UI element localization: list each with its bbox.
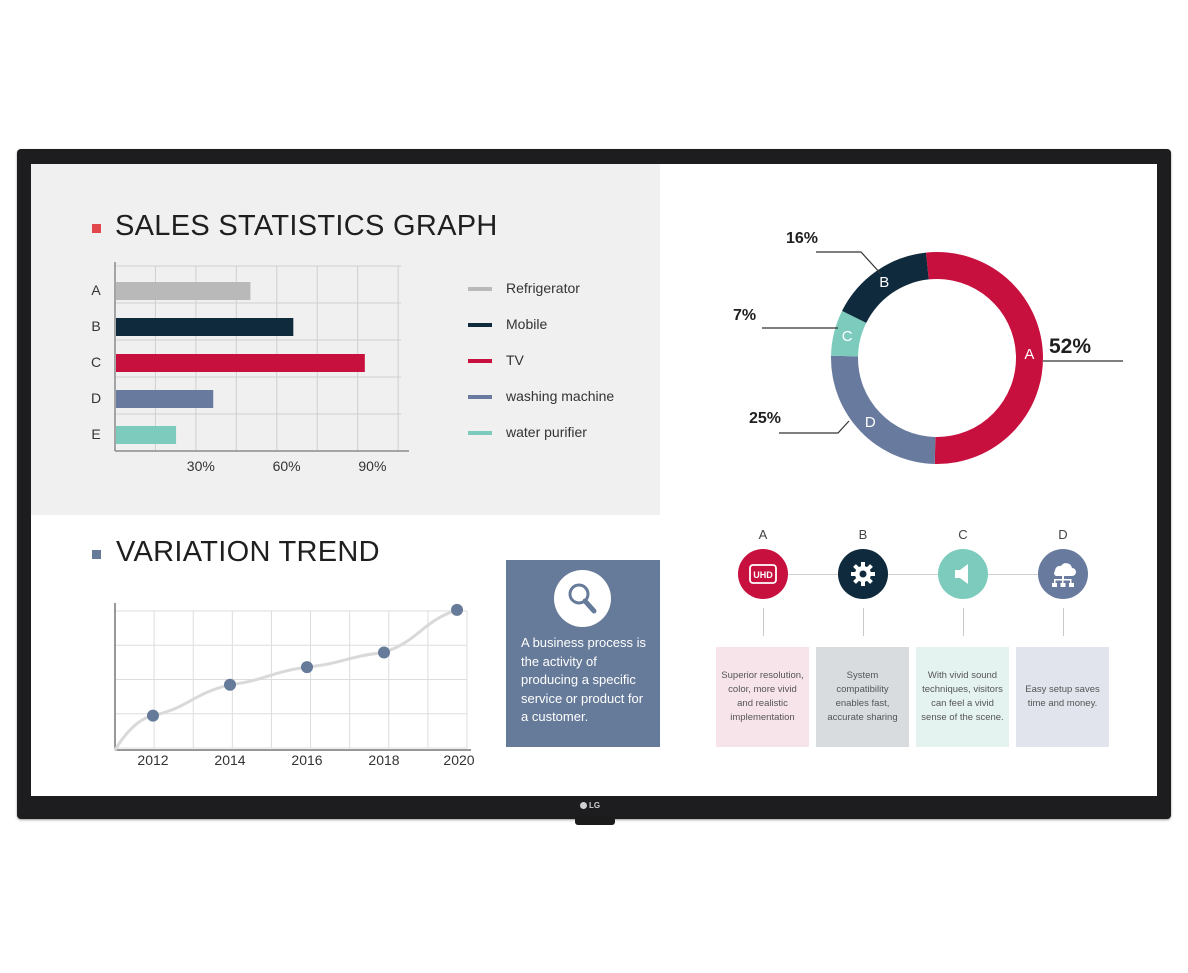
bar-d bbox=[116, 390, 214, 408]
bar-category-label: E bbox=[91, 426, 101, 442]
x-tick-label: 90% bbox=[358, 458, 387, 474]
feature-card: Superior resolution, color, more vivid a… bbox=[716, 647, 809, 747]
connector-line bbox=[763, 574, 1063, 575]
tv-stand bbox=[575, 817, 615, 825]
data-point bbox=[301, 661, 313, 674]
legend-swatch bbox=[468, 287, 492, 291]
title-marker bbox=[92, 550, 101, 559]
feature-connector bbox=[863, 608, 864, 636]
pct-label-c: 7% bbox=[733, 307, 757, 324]
share-donut-chart: A D C B bbox=[762, 251, 1123, 464]
donut-slice-label: B bbox=[879, 274, 889, 291]
leader-line bbox=[816, 251, 882, 275]
legend-label: Mobile bbox=[506, 316, 548, 332]
legend-label: TV bbox=[506, 352, 524, 368]
speaker-icon bbox=[938, 549, 988, 599]
data-point bbox=[224, 678, 236, 691]
donut-slice-a bbox=[925, 252, 1043, 464]
x-tick-label: 2016 bbox=[291, 752, 323, 768]
bar-category-label: B bbox=[91, 318, 101, 334]
bar-category-label: C bbox=[90, 354, 102, 370]
search-icon bbox=[554, 570, 611, 627]
legend-swatch bbox=[468, 431, 492, 435]
donut-slice-label: D bbox=[865, 414, 876, 431]
legend-swatch bbox=[468, 359, 492, 363]
feature-card: Easy setup saves time and money. bbox=[1016, 647, 1109, 747]
pct-label-a: 52% bbox=[1049, 335, 1092, 358]
brand-label: LG bbox=[589, 801, 601, 810]
feature-connector bbox=[1063, 608, 1064, 636]
bar-category-label: A bbox=[91, 282, 101, 298]
bar-b bbox=[116, 318, 294, 336]
gear-icon bbox=[838, 549, 888, 599]
donut-slice-b bbox=[842, 252, 929, 323]
uhd-icon: UHD bbox=[738, 549, 788, 599]
network-icon bbox=[1038, 549, 1088, 599]
x-tick-label: 2012 bbox=[137, 752, 169, 768]
data-point bbox=[378, 646, 390, 659]
info-card: A business process is the activity of pr… bbox=[506, 560, 660, 747]
sales-bar-chart bbox=[114, 262, 409, 452]
svg-text:UHD: UHD bbox=[753, 570, 773, 580]
x-tick-label: 2014 bbox=[214, 752, 246, 768]
donut-slice-label: C bbox=[842, 328, 853, 345]
feature-connector bbox=[763, 608, 764, 636]
trend-title: VARIATION TREND bbox=[116, 536, 380, 568]
legend-swatch bbox=[468, 323, 492, 327]
feature-letter: C bbox=[958, 527, 968, 542]
info-text: A business process is the activity of pr… bbox=[521, 635, 647, 724]
signage-screen: SALES STATISTICS GRAPH A B C D E 30% 60% 90% R… bbox=[31, 164, 1157, 796]
donut-slice-d bbox=[831, 355, 936, 464]
feature-card: System compatibility enables fast, accur… bbox=[816, 647, 909, 747]
leader-line bbox=[779, 420, 850, 434]
pct-label-d: 25% bbox=[749, 410, 782, 427]
bar-e bbox=[116, 426, 177, 444]
x-tick-label: 60% bbox=[272, 458, 301, 474]
pct-label-b: 16% bbox=[786, 230, 819, 247]
donut-slice-label: A bbox=[1024, 346, 1034, 363]
legend-label: Refrigerator bbox=[506, 280, 580, 296]
legend-label: water purifier bbox=[506, 424, 587, 440]
trend-line-chart bbox=[113, 603, 471, 751]
bar-a bbox=[116, 282, 251, 300]
data-point bbox=[147, 709, 159, 722]
x-tick-label: 30% bbox=[186, 458, 215, 474]
feature-letter: B bbox=[858, 527, 868, 542]
x-tick-label: 2018 bbox=[368, 752, 400, 768]
feature-letter: A bbox=[758, 527, 768, 542]
bar-c bbox=[116, 354, 365, 372]
data-point bbox=[451, 603, 463, 616]
feature-card: With vivid sound techniques, visitors ca… bbox=[916, 647, 1009, 747]
bar-category-label: D bbox=[90, 390, 102, 406]
legend-label: washing machine bbox=[506, 388, 615, 404]
title-marker bbox=[92, 224, 101, 233]
feature-connector bbox=[963, 608, 964, 636]
sales-title: SALES STATISTICS GRAPH bbox=[115, 210, 498, 242]
donut-slice-c bbox=[831, 310, 867, 357]
lg-logo: LG bbox=[580, 801, 600, 810]
feature-letter: D bbox=[1058, 527, 1068, 542]
legend-swatch bbox=[468, 395, 492, 399]
x-tick-label: 2020 bbox=[443, 752, 475, 768]
